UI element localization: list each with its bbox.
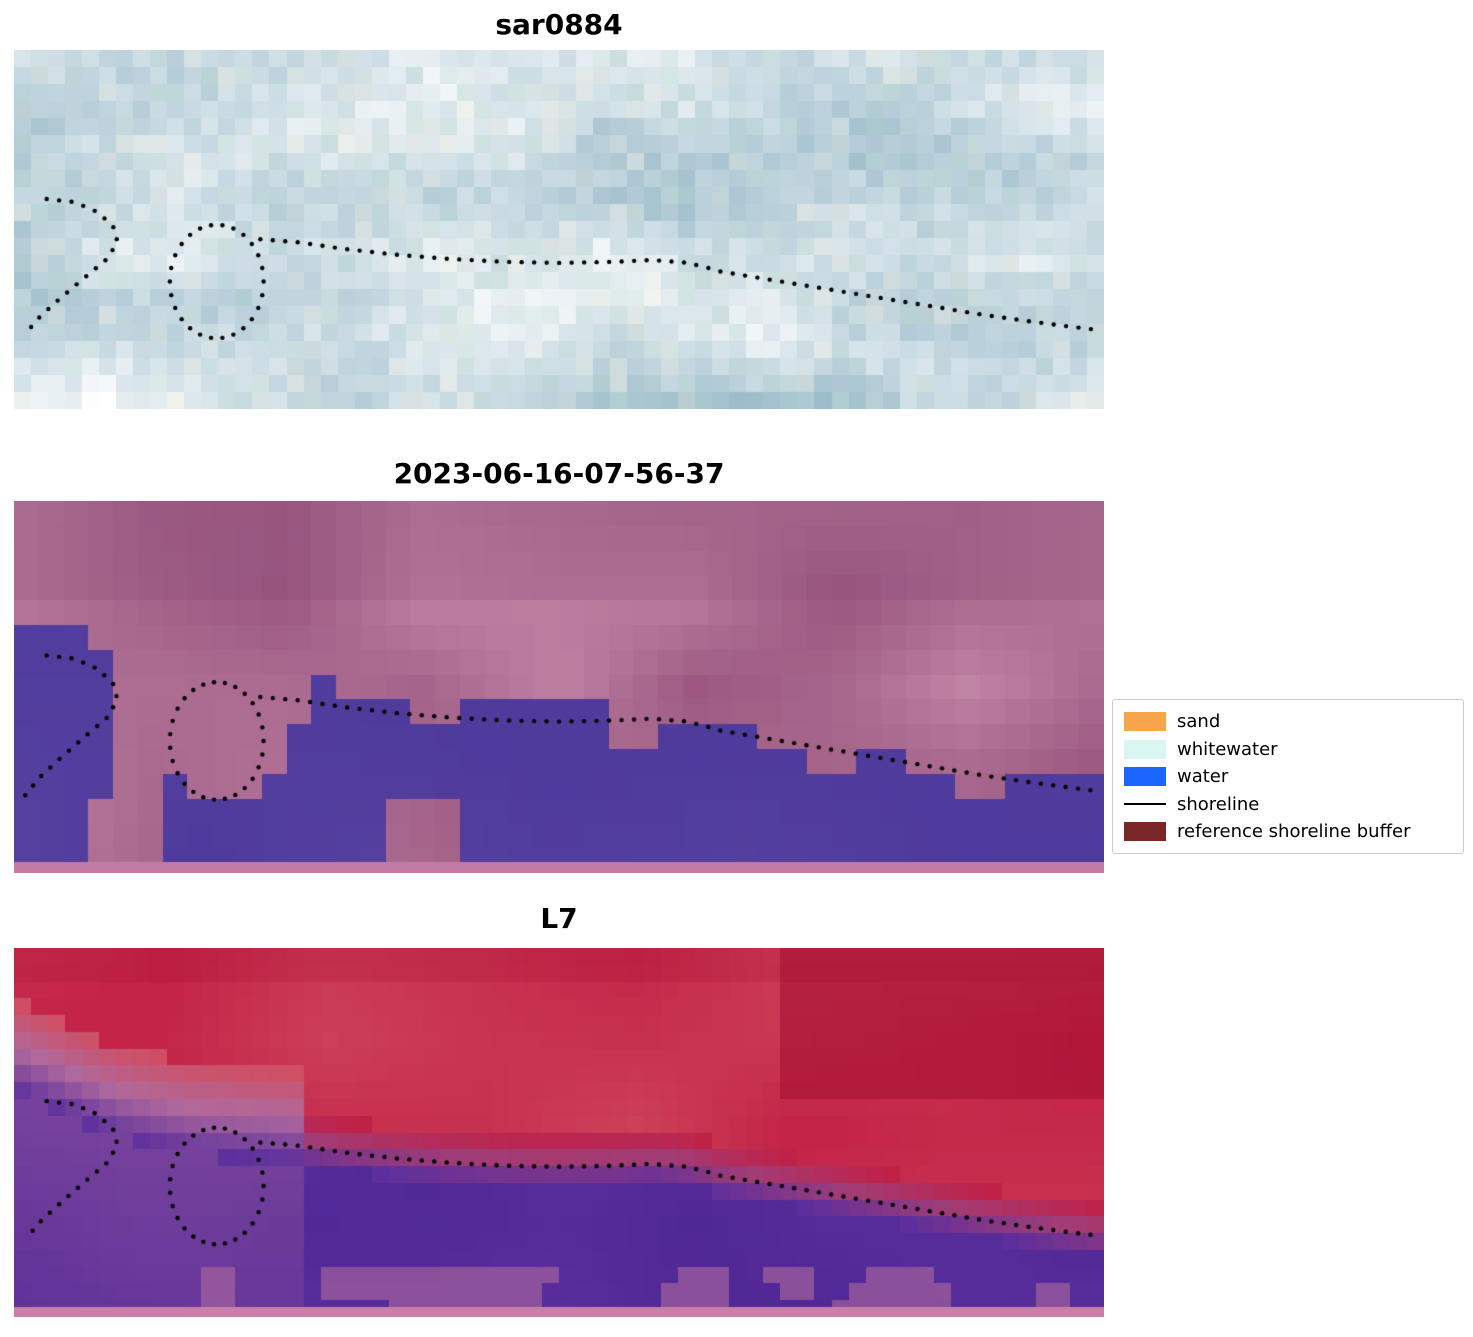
legend-item-water: water (1124, 763, 1452, 790)
legend-item-whitewater: whitewater (1124, 736, 1452, 763)
panel-title-classified: 2023-06-16-07-56-37 (393, 457, 725, 490)
legend-label-whitewater: whitewater (1177, 738, 1278, 760)
whitewater-color-swatch (1124, 739, 1166, 759)
shoreline-line-swatch (1124, 803, 1166, 805)
panel-title-sar: sar0884 (495, 8, 623, 41)
legend-label-water: water (1177, 766, 1229, 787)
legend-item-reference-shoreline-buffer: reference shoreline buffer (1124, 818, 1452, 845)
l7-satellite-image (14, 948, 1104, 1317)
sar-satellite-image (14, 50, 1104, 409)
legend-label-shoreline: shoreline (1177, 793, 1260, 815)
legend-item-sand: sand (1124, 708, 1452, 735)
sand-color-swatch (1124, 712, 1166, 731)
legend-label-sand: sand (1177, 711, 1221, 732)
reference-shoreline-buffer-swatch (1124, 822, 1166, 841)
legend-item-shoreline: shoreline (1124, 791, 1452, 818)
legend-label-reference-shoreline-buffer: reference shoreline buffer (1177, 821, 1411, 842)
water-color-swatch (1124, 767, 1166, 786)
legend: sand whitewater water shoreline referenc… (1112, 699, 1464, 854)
classified-satellite-image (14, 501, 1104, 873)
panel-title-l7: L7 (540, 902, 578, 935)
